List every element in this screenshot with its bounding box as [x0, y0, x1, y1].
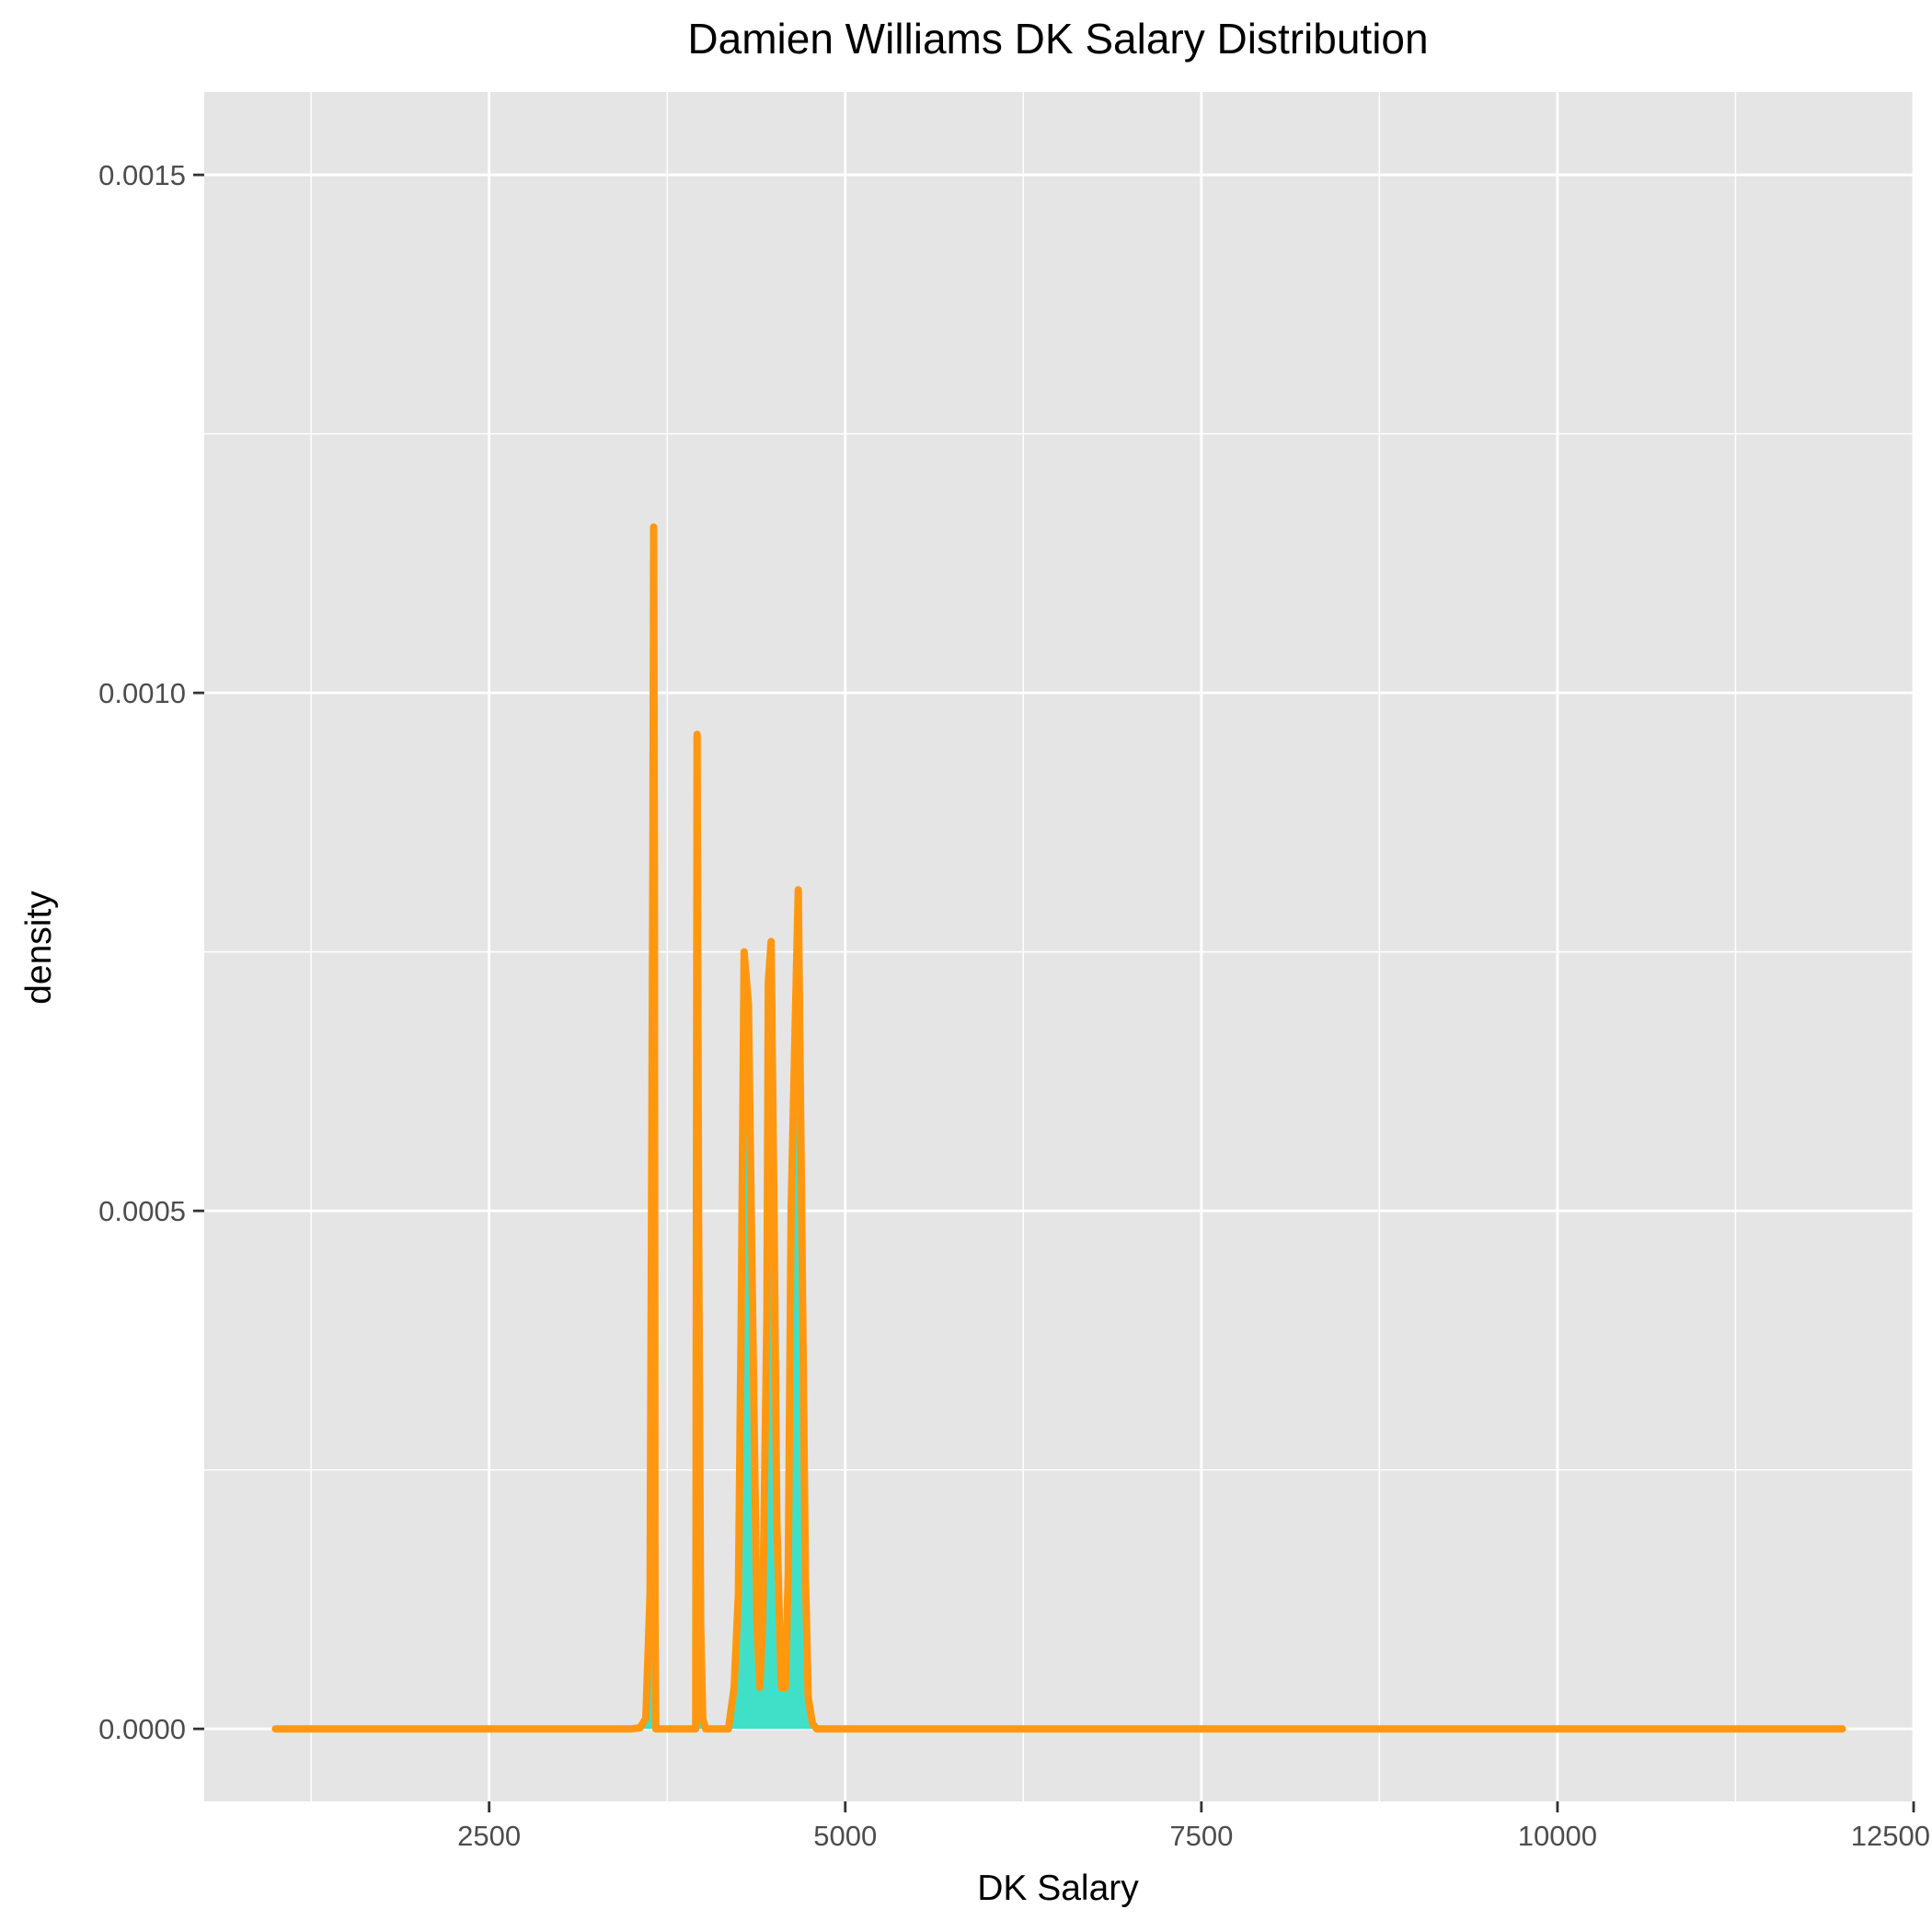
x-tick-label: 10000 — [1518, 1820, 1597, 1852]
x-tick-label: 12500 — [1851, 1820, 1930, 1852]
y-tick-label: 0.0015 — [98, 159, 186, 191]
x-tick-label: 5000 — [813, 1820, 877, 1852]
x-tick-label: 2500 — [457, 1820, 521, 1852]
plot-panel — [204, 92, 1914, 1801]
x-axis-label: DK Salary — [977, 1869, 1139, 1908]
density-line — [271, 523, 1846, 1733]
chart-title: Damien Williams DK Salary Distribution — [687, 15, 1428, 63]
y-tick-label: 0.0000 — [98, 1713, 186, 1745]
x-axis: 2500 5000 7500 10000 12500 — [457, 1801, 1930, 1852]
y-axis: 0.0000 0.0005 0.0010 0.0015 — [98, 159, 204, 1745]
x-tick-label: 7500 — [1169, 1820, 1233, 1852]
y-tick-label: 0.0010 — [98, 677, 186, 709]
y-axis-label: density — [19, 891, 59, 1005]
y-tick-label: 0.0005 — [98, 1195, 186, 1227]
